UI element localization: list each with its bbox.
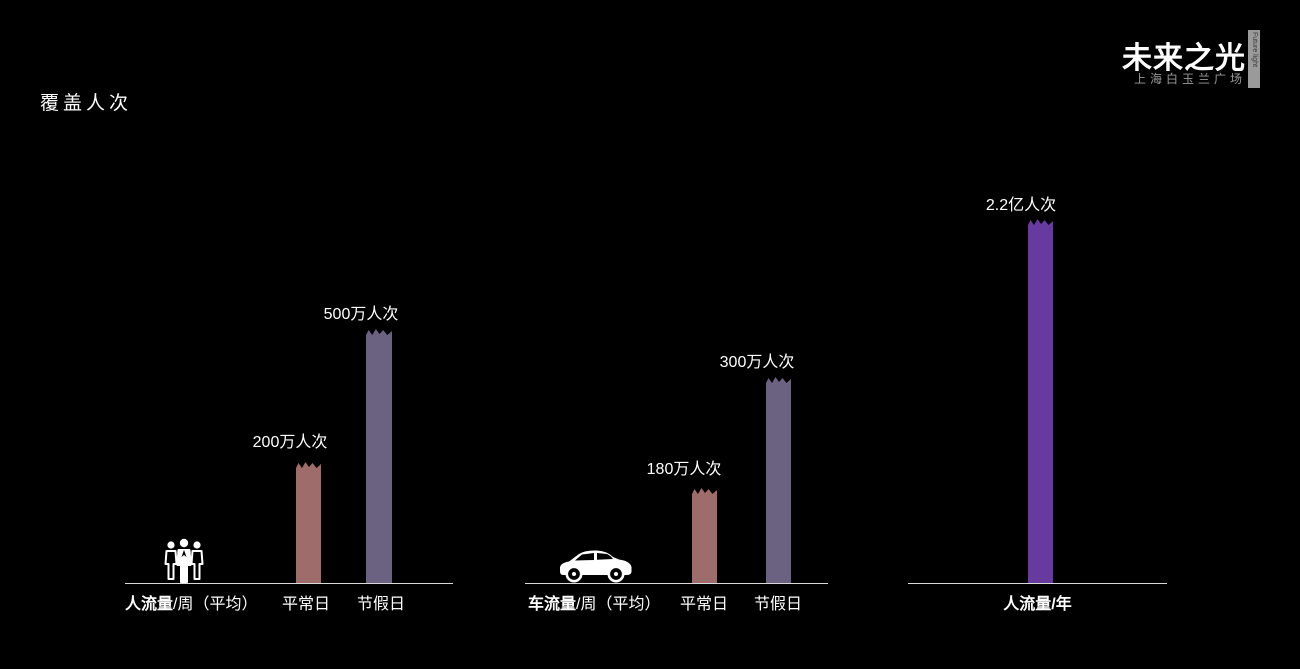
group3-axis-title: 人流量/年: [1003, 596, 1072, 613]
group2-axis-title: 车流量/周（平均）: [528, 590, 660, 614]
brand-name: 未来之光: [1122, 42, 1246, 75]
page-title: 覆盖人次: [40, 93, 133, 114]
bar-value-people-weekday: 200万人次: [252, 434, 328, 451]
bar-value-people-holiday: 500万人次: [323, 306, 399, 323]
axis-baseline-group1: [125, 583, 453, 584]
bar-people-holiday: [366, 329, 392, 583]
bar-category-car-weekday: 平常日: [679, 596, 728, 613]
axis-baseline-group3: [908, 583, 1167, 584]
group2-axis-title-bold: 车流量: [528, 596, 577, 613]
bar-category-people-weekday: 平常日: [281, 596, 330, 613]
bar-people-weekday: [296, 462, 321, 583]
brand-tagline-vertical: Future light: [1251, 32, 1258, 68]
bar-value-people-year: 2.2亿人次: [985, 197, 1057, 214]
bar-people-year: [1028, 219, 1053, 583]
group1-axis-title-bold: 人流量: [125, 596, 174, 613]
bar-value-car-weekday: 180万人次: [646, 461, 722, 478]
bar-category-car-holiday: 节假日: [753, 596, 802, 613]
axis-baseline-group2: [525, 583, 828, 584]
car-icon: [560, 550, 632, 583]
group1-axis-title-rest: /周（平均）: [173, 596, 258, 613]
group1-axis-title: 人流量/周（平均）: [125, 590, 257, 614]
bar-category-people-holiday: 节假日: [356, 596, 405, 613]
brand-tagline-box: Future light: [1248, 30, 1260, 88]
brand-subtitle: 上海白玉兰广场: [1133, 72, 1246, 86]
bar-car-holiday: [766, 377, 791, 583]
bar-value-car-holiday: 300万人次: [719, 354, 795, 371]
bar-car-weekday: [692, 488, 717, 583]
group2-axis-title-rest: /周（平均）: [576, 596, 661, 613]
brand-logo: 未来之光 Future light 上海白玉兰广场: [1100, 28, 1270, 92]
people-icon: [164, 538, 204, 583]
